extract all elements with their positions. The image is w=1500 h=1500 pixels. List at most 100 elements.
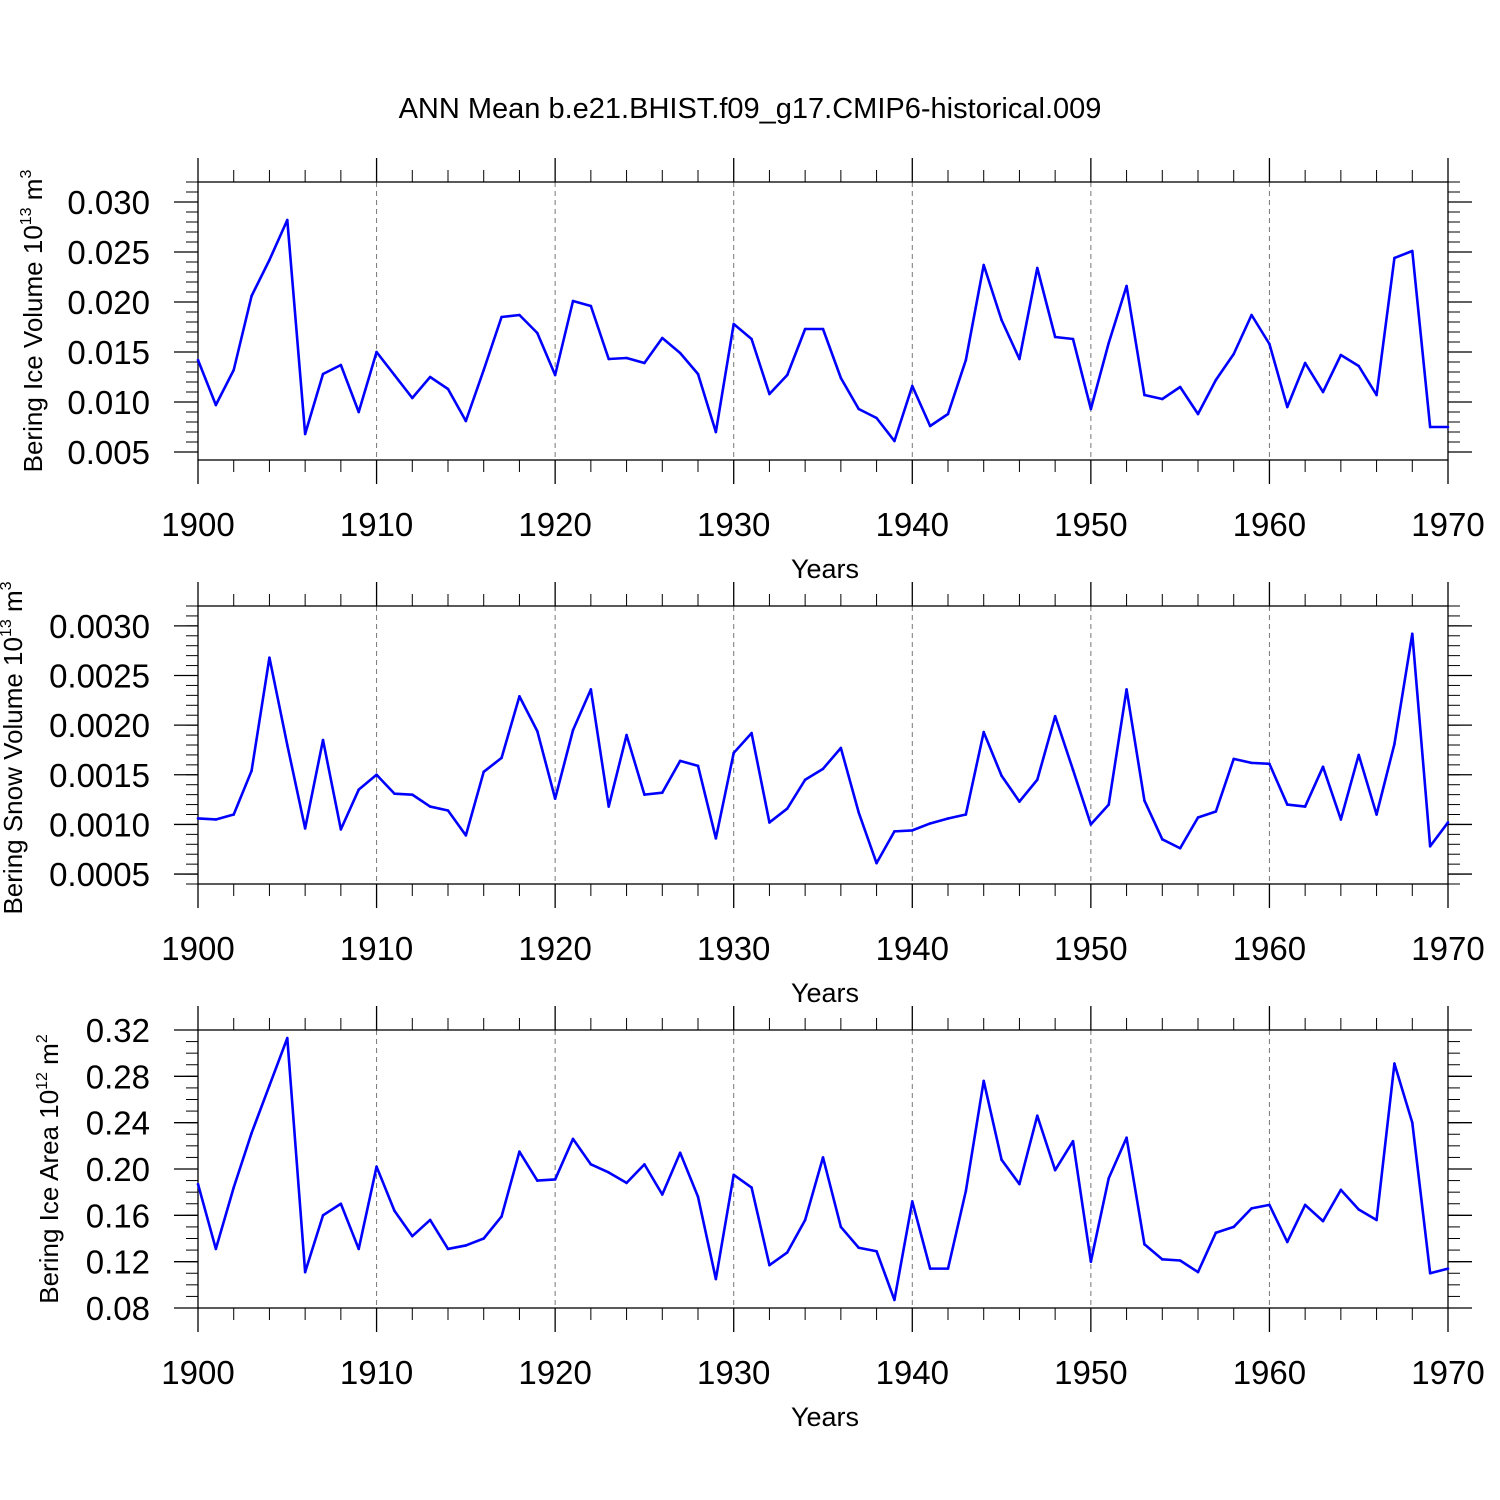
x-tick-label: 1930 [697,930,770,967]
y-tick-label: 0.0005 [49,856,150,893]
data-point [910,829,914,832]
data-point [518,313,521,317]
y-axis-label-exponent: 12 [34,1072,51,1090]
data-point [893,830,896,833]
x-tick-label: 1950 [1054,930,1127,967]
data-point [678,1151,682,1155]
plot-frame [197,605,1449,885]
data-point [500,756,503,760]
y-tick-label: 0.20 [86,1151,150,1188]
data-point [1107,341,1111,345]
data-point [714,1277,718,1281]
data-point [678,351,682,355]
data-point [535,1179,539,1182]
data-point [1125,284,1128,288]
data-point [768,1263,771,1267]
chart-panel-3: 1900 1910 1920 1930 1940 1950 1960 1970 0.08 0.12… [34,1006,1485,1432]
data-point [232,813,236,816]
data-point [375,350,378,354]
data-point [1125,688,1128,691]
data-point [607,805,611,808]
data-point [839,1225,843,1229]
data-point [732,322,736,326]
data-point [1196,816,1200,819]
series-line [196,1036,1449,1302]
data-point [1053,714,1057,718]
data-point [768,392,771,396]
data-point [268,656,271,659]
data-point [821,1156,825,1159]
x-tick-label: 1970 [1411,930,1484,967]
x-tick-label: 1910 [340,1354,413,1391]
data-point [464,419,468,423]
data-point [428,805,432,808]
data-point [1428,425,1432,429]
data-point [768,821,771,824]
y-axis-label: Bering Snow Volume 1013 m3 [0,581,28,914]
data-point [732,751,736,755]
data-point [196,1182,200,1186]
data-point [339,828,343,831]
data-point [375,773,378,777]
x-tick-label: 1910 [340,930,413,967]
y-axis-label-exponent: 13 [18,207,35,225]
plot-frame [197,181,1449,461]
data-point [482,1237,486,1240]
data-point [339,1202,343,1206]
data-point [1071,1139,1075,1143]
data-point [1303,361,1307,365]
data-point [535,729,539,733]
x-axis-label: Years [791,978,859,1008]
data-point [196,358,200,362]
data-point [482,368,486,372]
data-point [1160,397,1164,401]
data-point [643,361,646,365]
data-point [500,315,503,319]
y-tick-label: 0.12 [86,1244,150,1281]
data-point [607,1171,611,1174]
data-point [1357,364,1361,368]
data-point [1018,1182,1021,1186]
data-point [1268,762,1271,766]
data-point [732,1173,736,1177]
data-point [1143,1242,1146,1246]
data-point [750,337,753,341]
data-point [250,1131,253,1135]
data-point [1000,774,1003,778]
y-axis-label-unit: m [34,1043,64,1072]
data-point [928,424,932,428]
x-tick-label: 1900 [161,930,234,967]
data-point [321,738,325,742]
data-point [285,218,289,222]
data-point [1107,803,1111,806]
data-point [1446,821,1450,824]
data-point [589,304,593,308]
data-point [893,439,896,443]
x-tick-label: 1960 [1233,1354,1306,1391]
data-point [982,1079,986,1083]
y-axis-label-unit-exponent: 3 [18,170,35,179]
data-point [303,827,307,830]
data-point [1196,1270,1200,1274]
data-point [1410,1121,1414,1124]
data-point [285,743,289,747]
data-point [785,373,789,377]
data-point [1089,1260,1093,1263]
data-point [1107,1176,1111,1180]
data-point [553,797,557,800]
data-point [1160,838,1164,841]
data-point [303,1270,307,1274]
y-tick-label: 0.0020 [49,707,150,744]
data-point [607,357,611,361]
data-point [1089,407,1093,411]
data-point [964,358,968,362]
data-point [785,1251,789,1254]
x-tick-label: 1920 [518,930,591,967]
x-axis-label: Years [791,1402,859,1432]
x-tick-label: 1920 [518,1354,591,1391]
y-tick-label: 0.28 [86,1058,150,1095]
data-point [857,1246,861,1250]
data-point [518,695,521,698]
data-point [410,793,414,796]
